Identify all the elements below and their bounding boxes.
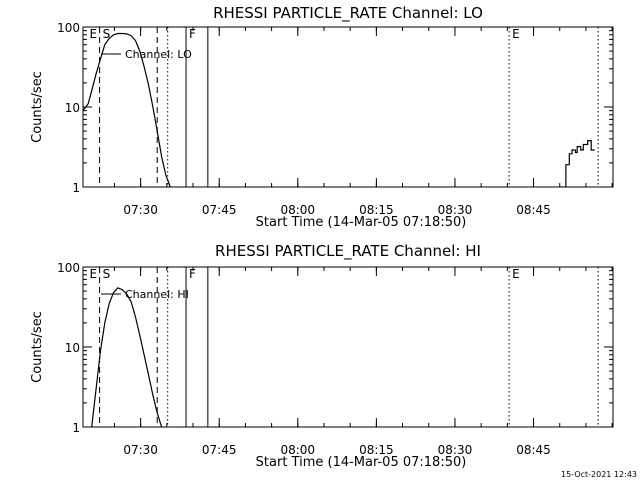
- chart-title: RHESSI PARTICLE_RATE Channel: LO: [213, 4, 483, 23]
- legend-label: Channel: HI: [125, 288, 189, 301]
- event-marker-label: E: [512, 267, 520, 281]
- event-marker-label: S: [103, 27, 111, 41]
- x-tick-label: 08:30: [438, 203, 473, 217]
- timestamp: 15-Oct-2021 12:43: [561, 470, 637, 479]
- x-tick-label: 07:30: [123, 443, 158, 457]
- y-tick-label: 1: [72, 421, 80, 435]
- event-marker-label: S: [103, 267, 111, 281]
- series-group: [83, 32, 595, 187]
- x-tick-label: 07:30: [123, 203, 158, 217]
- x-tick-label: 08:45: [516, 203, 551, 217]
- x-tick-label: 08:30: [438, 443, 473, 457]
- x-tick-label: 08:00: [280, 203, 315, 217]
- x-tick-label: 08:45: [516, 443, 551, 457]
- chart-panel-lo: RHESSI PARTICLE_RATE Channel: LO 1 10 100 07…: [30, 4, 614, 230]
- series-line: [83, 32, 171, 187]
- y-tick-label: 100: [57, 261, 80, 275]
- legend-label: Channel: LO: [125, 48, 192, 61]
- series-line: [559, 140, 595, 187]
- event-marker-label: E: [89, 27, 97, 41]
- event-marker-label: E: [512, 27, 520, 41]
- series-group: [91, 287, 163, 427]
- x-tick-label: 08:00: [280, 443, 315, 457]
- x-tick-label: 08:15: [359, 443, 394, 457]
- event-marker-label: F: [189, 267, 196, 281]
- x-tick-label: 08:15: [359, 203, 394, 217]
- chart-title: RHESSI PARTICLE_RATE Channel: HI: [215, 242, 481, 261]
- x-tick-label: 07:45: [202, 203, 237, 217]
- y-axis-label: Counts/sec: [30, 311, 45, 383]
- y-tick-label: 10: [65, 341, 80, 355]
- series-line: [91, 287, 163, 427]
- y-tick-label: 100: [57, 21, 80, 35]
- y-axis-label: Counts/sec: [30, 71, 45, 143]
- event-marker-label: E: [89, 267, 97, 281]
- x-axis-label: Start Time (14-Mar-05 07:18:50): [256, 215, 467, 230]
- event-marker-label: F: [189, 27, 196, 41]
- chart-panel-hi: RHESSI PARTICLE_RATE Channel: HI 1 10 100 07…: [30, 242, 614, 470]
- y-tick-label: 10: [65, 101, 80, 115]
- x-axis-label: Start Time (14-Mar-05 07:18:50): [256, 455, 467, 470]
- x-tick-label: 07:45: [202, 443, 237, 457]
- y-tick-label: 1: [72, 181, 80, 195]
